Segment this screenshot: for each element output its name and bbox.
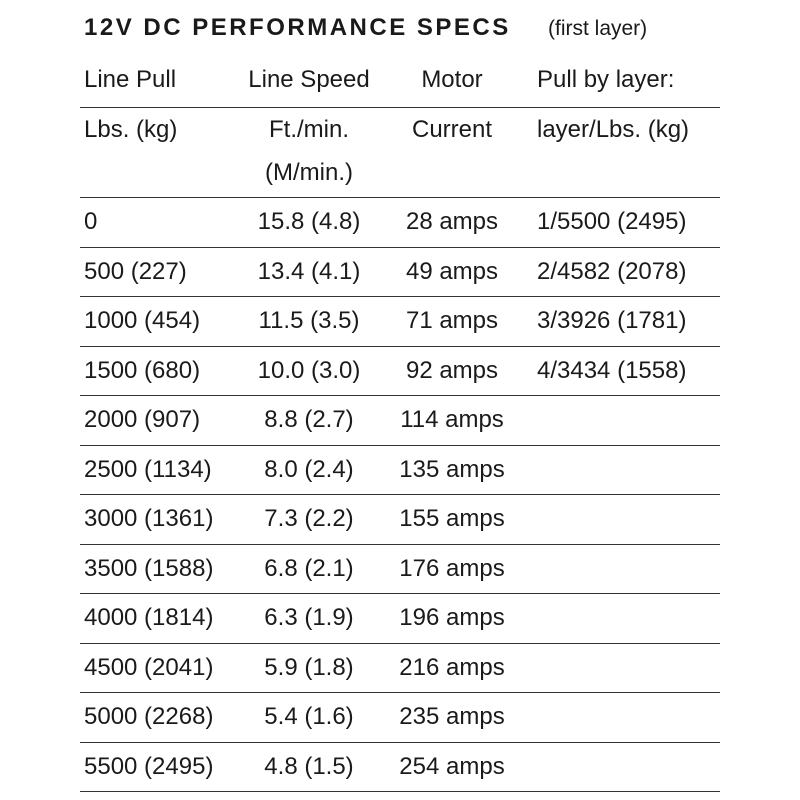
table-cell: 155 amps bbox=[399, 505, 505, 532]
table-cell: 114 amps bbox=[400, 406, 504, 433]
row-rule bbox=[80, 494, 720, 495]
table-cell: 11.5 (3.5) bbox=[258, 307, 360, 334]
table-cell: 135 amps bbox=[399, 455, 505, 483]
table-cell: 5000 (2268) bbox=[84, 703, 214, 730]
table-cell: 13.4 (4.1) bbox=[257, 257, 361, 285]
table-cell: 10.0 (3.0) bbox=[257, 356, 361, 384]
header-cell: Current bbox=[411, 116, 493, 143]
header-cell: Lbs. (kg) bbox=[84, 116, 178, 143]
row-rule bbox=[80, 742, 720, 743]
subtitle: (first layer) bbox=[548, 17, 648, 40]
row-rule bbox=[80, 247, 720, 248]
table-cell: 6.3 (1.9) bbox=[264, 604, 354, 631]
row-rule bbox=[80, 346, 720, 347]
table-cell: 500 (227) bbox=[84, 257, 187, 285]
table-cell: 216 amps bbox=[399, 653, 505, 681]
table-cell: 5.4 (1.6) bbox=[264, 703, 354, 730]
table-cell: 4.8 (1.5) bbox=[264, 752, 354, 780]
table-cell: 8.0 (2.4) bbox=[264, 455, 354, 483]
table-cell: 7.3 (2.2) bbox=[264, 505, 354, 532]
row-rule bbox=[80, 107, 720, 108]
header-cell: Pull by layer: bbox=[537, 66, 675, 93]
table-cell: 2000 (907) bbox=[84, 406, 201, 433]
table-cell: 2500 (1134) bbox=[84, 455, 212, 483]
table-cell: 1500 (680) bbox=[84, 356, 201, 384]
row-rule bbox=[80, 296, 720, 297]
row-rule bbox=[80, 544, 720, 545]
table-cell: 176 amps bbox=[399, 554, 505, 582]
table-cell: 3500 (1588) bbox=[84, 554, 214, 582]
row-rule bbox=[80, 395, 720, 396]
table-cell: 6.8 (2.1) bbox=[264, 554, 354, 582]
table-cell: 3/3926 (1781) bbox=[537, 307, 687, 334]
table-cell: 254 amps bbox=[399, 752, 505, 780]
table-cell: 5.9 (1.8) bbox=[264, 653, 354, 681]
header-cell: Line Pull bbox=[84, 66, 177, 93]
table-cell: 28 amps bbox=[405, 208, 499, 235]
table-cell: 92 amps bbox=[405, 356, 499, 384]
table-cell: 49 amps bbox=[405, 257, 499, 285]
row-rule bbox=[80, 593, 720, 594]
header-cell: Ft./min. bbox=[268, 116, 349, 143]
table-cell: 4/3434 (1558) bbox=[537, 356, 687, 384]
table-cell: 5500 (2495) bbox=[84, 752, 214, 780]
title: 12V DC PERFORMANCE SPECS bbox=[84, 14, 511, 41]
table-cell: 235 amps bbox=[399, 703, 505, 730]
header-cell: (M/min.) bbox=[265, 159, 353, 186]
table-cell: 4000 (1814) bbox=[84, 604, 214, 631]
table-cell: 3000 (1361) bbox=[84, 505, 214, 532]
header-cell: layer/Lbs. (kg) bbox=[537, 116, 690, 143]
table-cell: 8.8 (2.7) bbox=[264, 406, 354, 433]
table-cell: 1/5500 (2495) bbox=[537, 208, 687, 235]
row-rule bbox=[80, 445, 720, 446]
table-cell: 71 amps bbox=[405, 307, 499, 334]
table-cell: 4500 (2041) bbox=[84, 653, 214, 681]
table-cell: 1000 (454) bbox=[84, 307, 201, 334]
table-cell: 0 bbox=[84, 208, 98, 235]
table-cell: 196 amps bbox=[399, 604, 505, 631]
row-rule bbox=[80, 692, 720, 693]
header-cell: Motor bbox=[421, 66, 483, 93]
table-cell: 15.8 (4.8) bbox=[257, 208, 361, 235]
row-rule bbox=[80, 197, 720, 198]
row-rule bbox=[80, 791, 720, 792]
header-cell: Line Speed bbox=[248, 66, 370, 93]
table-cell: 2/4582 (2078) bbox=[537, 257, 687, 285]
row-rule bbox=[80, 643, 720, 644]
